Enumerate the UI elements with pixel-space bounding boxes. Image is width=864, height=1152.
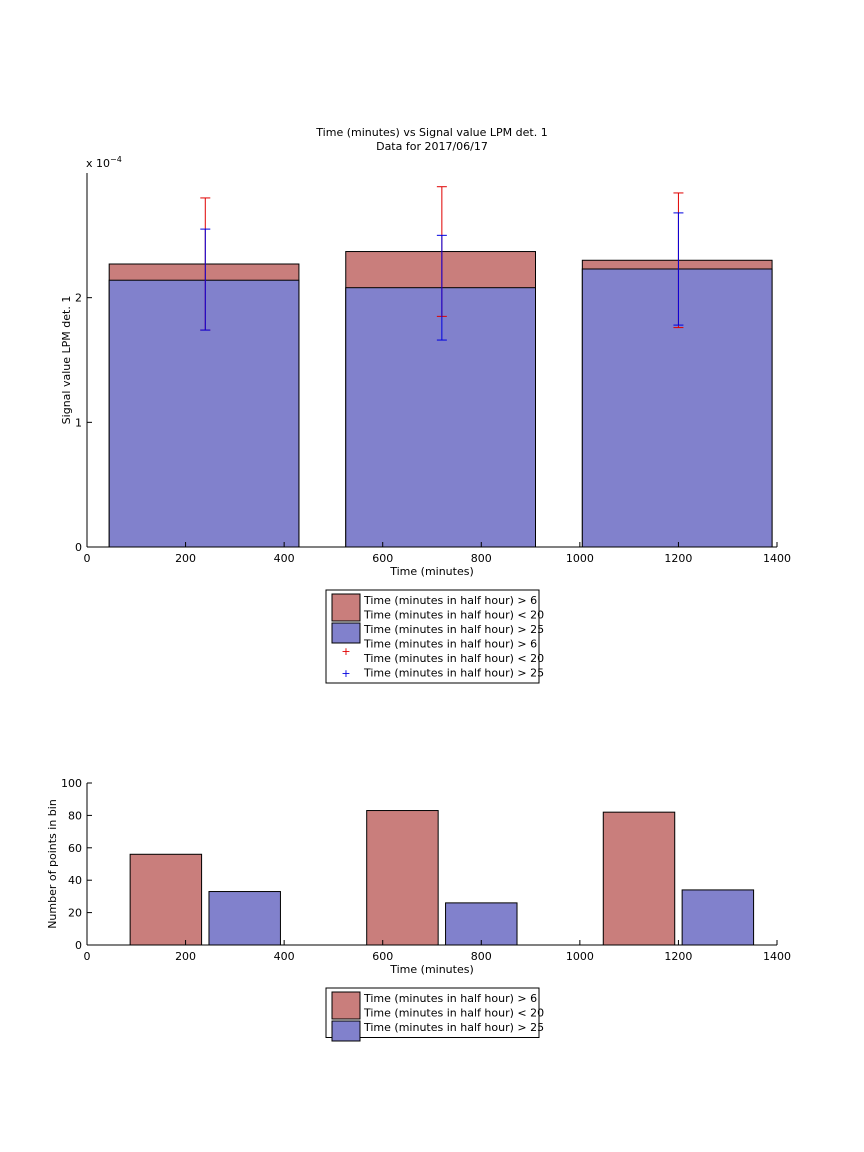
y-tick-label: 20: [68, 907, 82, 920]
x-tick-label: 1200: [664, 950, 692, 963]
x-tick-label: 800: [471, 552, 492, 565]
x-tick-label: 1000: [566, 552, 594, 565]
x-tick-label: 400: [274, 552, 295, 565]
y-exponent-label: x 10−4: [86, 155, 122, 170]
legend-label: Time (minutes in half hour) > 25: [363, 623, 544, 636]
legend-label: Time (minutes in half hour) > 25: [363, 1021, 544, 1034]
x-axis-label: Time (minutes): [389, 963, 474, 976]
y-exponent-power: −4: [110, 155, 122, 164]
legend-swatch: [331, 593, 361, 622]
legend-label: Time (minutes in half hour) < 20: [363, 652, 544, 665]
chart-subtitle: Data for 2017/06/17: [376, 140, 488, 153]
y-axis-label: Number of points in bin: [46, 799, 59, 929]
count-chart: 0 200 400 600 800 1000 1200 1400 0 20 40 60 80 100 Ti…: [46, 777, 791, 1042]
x-tick-label: 600: [372, 950, 393, 963]
y-tick-label: 100: [61, 777, 82, 790]
y-exponent-base: x 10: [86, 157, 110, 170]
x-tick-label: 0: [84, 950, 91, 963]
x-tick-label: 0: [84, 552, 91, 565]
x-tick-label: 200: [175, 950, 196, 963]
legend-box: [325, 589, 540, 684]
y-tick-label: 0: [75, 939, 82, 952]
x-tick-label: 200: [175, 552, 196, 565]
signal-chart: Time (minutes) vs Signal value LPM det. …: [60, 126, 791, 684]
legend-marker: +: [341, 667, 350, 680]
legend-swatch: [331, 1020, 361, 1042]
legend-label: Time (minutes in half hour) > 6: [363, 638, 537, 651]
x-tick-label: 1400: [763, 950, 791, 963]
x-tick-label: 1200: [664, 552, 692, 565]
legend-label: Time (minutes in half hour) > 6: [363, 594, 537, 607]
legend-swatch: [331, 991, 361, 1020]
bar-group-a: [602, 811, 676, 946]
x-tick-label: 600: [372, 552, 393, 565]
x-tick-label: 400: [274, 950, 295, 963]
x-tick-label: 1000: [566, 950, 594, 963]
bar-group-b: [581, 268, 773, 548]
legend-label: Time (minutes in half hour) < 20: [363, 1007, 544, 1020]
legend-swatch: [331, 622, 361, 644]
legend-label: Time (minutes in half hour) > 6: [363, 992, 537, 1005]
y-tick-label: 0: [75, 541, 82, 554]
x-tick-label: 800: [471, 950, 492, 963]
y-tick-label: 60: [68, 842, 82, 855]
y-tick-label: 2: [75, 292, 82, 305]
y-tick-label: 40: [68, 874, 82, 887]
bar-group-b: [208, 891, 281, 946]
y-tick-label: 80: [68, 809, 82, 822]
bar-group-a: [129, 853, 203, 946]
bar-group-b: [345, 287, 536, 548]
legend-label: Time (minutes in half hour) > 25: [363, 667, 544, 680]
bar-group-b: [445, 902, 518, 946]
x-axis-label: Time (minutes): [389, 565, 474, 578]
bar-group-a: [366, 810, 439, 946]
bar-group-b: [108, 279, 300, 548]
legend: Time (minutes in half hour) > 6 Time (min…: [325, 987, 544, 1042]
y-tick-label: 1: [75, 416, 82, 429]
chart-title: Time (minutes) vs Signal value LPM det. …: [315, 126, 547, 139]
legend-box: [325, 987, 540, 1038]
legend-label: Time (minutes in half hour) < 20: [363, 609, 544, 622]
bar-group-b: [681, 889, 755, 946]
legend-marker: +: [341, 645, 350, 658]
y-axis-label: Signal value LPM det. 1: [60, 296, 73, 425]
x-tick-label: 1400: [763, 552, 791, 565]
